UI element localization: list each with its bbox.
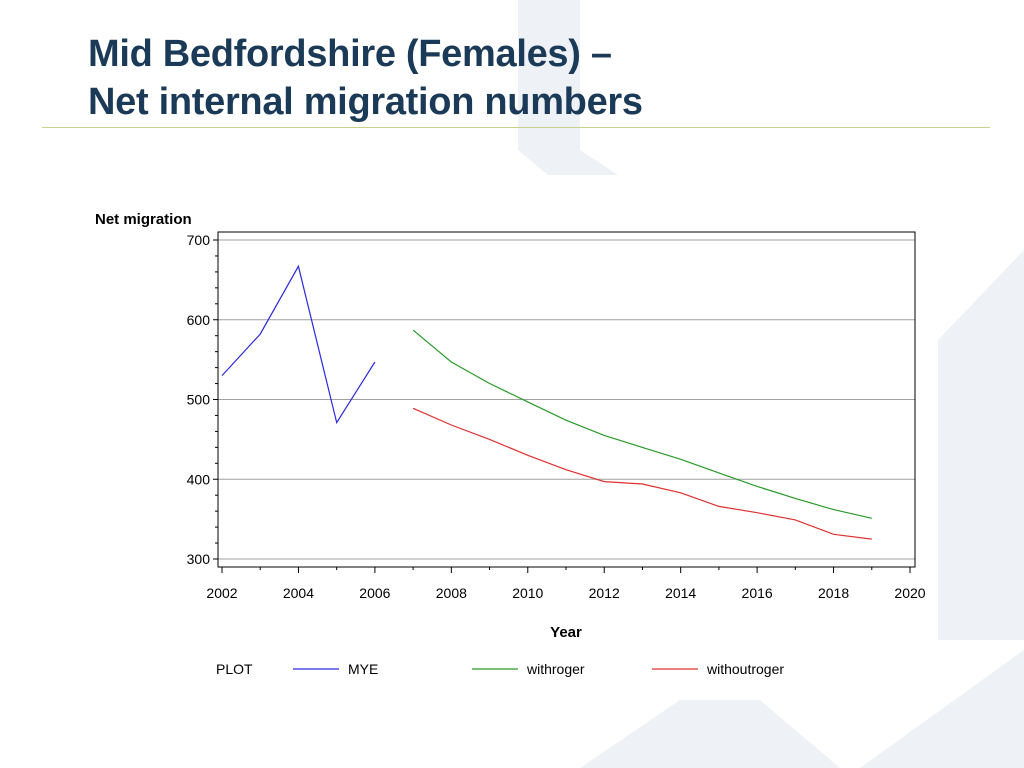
axes-layer: 300 400 500 600 700 2002 2004 2006 2008 2010 2012 2… <box>187 231 926 601</box>
series-line-MYE <box>221 264 376 425</box>
decor-bottom-right <box>860 650 1024 768</box>
grid-layer <box>218 239 915 560</box>
decor-right-shape <box>938 250 1024 640</box>
decor-bottom-shape <box>580 700 840 768</box>
x-tick-label: 2012 <box>589 585 620 601</box>
x-tick-label: 2008 <box>436 585 467 601</box>
y-tick-label: 700 <box>187 232 211 248</box>
series-line-withoutroger <box>412 407 872 540</box>
x-tick-label: 2010 <box>512 585 543 601</box>
slide-title: Mid Bedfordshire (Females) – Net interna… <box>88 30 643 126</box>
x-tick-label: 2020 <box>894 585 925 601</box>
slide-title-line1: Mid Bedfordshire (Females) – <box>88 33 612 75</box>
legend-label-withroger: withroger <box>526 661 585 677</box>
x-tick-label: 2002 <box>206 585 237 601</box>
series-line-withroger <box>412 329 872 519</box>
y-tick-label: 600 <box>187 312 211 328</box>
title-divider <box>42 127 990 128</box>
slide-title-line2: Net internal migration numbers <box>88 81 643 123</box>
legend: PLOT MYE withroger withoutroger <box>216 661 784 677</box>
series-layer <box>221 264 872 540</box>
legend-label-withoutroger: withoutroger <box>706 661 784 677</box>
x-tick-label: 2006 <box>359 585 390 601</box>
x-tick-label: 2018 <box>818 585 849 601</box>
legend-label-MYE: MYE <box>348 661 378 677</box>
x-tick-label: 2016 <box>742 585 773 601</box>
y-tick-label: 500 <box>187 392 211 408</box>
y-tick-label: 400 <box>187 471 211 487</box>
y-axis-label: Net migration <box>95 211 192 228</box>
legend-title: PLOT <box>216 661 253 677</box>
x-axis-label: Year <box>550 624 582 641</box>
x-tick-label: 2004 <box>283 585 314 601</box>
decor-top-stripe <box>518 0 618 175</box>
y-tick-label: 300 <box>187 551 211 567</box>
x-tick-label: 2014 <box>665 585 696 601</box>
